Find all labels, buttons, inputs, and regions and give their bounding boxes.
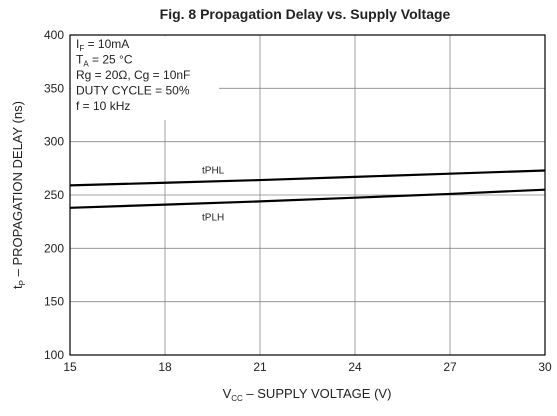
x-tick-label: 30 — [538, 360, 552, 374]
y-tick-label: 250 — [44, 188, 64, 202]
x-tick-label: 27 — [443, 360, 457, 374]
x-tick-label: 24 — [348, 360, 362, 374]
y-tick-label: 100 — [44, 348, 64, 362]
text-part: V — [223, 386, 232, 401]
y-tick-label: 150 — [44, 295, 64, 309]
line — [69, 169, 546, 187]
text-part: Rg = 20Ω, Cg = 10nF — [76, 68, 190, 82]
annotation: TA = 25 °C — [76, 53, 133, 69]
x-tick-label: 18 — [158, 360, 172, 374]
annotation: f = 10 kHz — [76, 99, 130, 113]
annotation: IF = 10mA — [76, 37, 129, 53]
text-part: – PROPAGATION DELAY (ns) — [10, 101, 25, 280]
x-tick-label: 15 — [63, 360, 77, 374]
x-axis-label: VCC – SUPPLY VOLTAGE (V) — [223, 386, 392, 403]
text-part: T — [76, 53, 84, 67]
text-part: t — [10, 285, 25, 289]
y-tick-label: 350 — [44, 81, 64, 95]
text-part: I — [76, 37, 79, 51]
annotation: Rg = 20Ω, Cg = 10nF — [76, 68, 190, 82]
annotation: DUTY CYCLE = 50% — [76, 84, 190, 98]
text-part: = 10mA — [84, 37, 129, 51]
y-tick-label: 300 — [44, 135, 64, 149]
text-part: DUTY CYCLE = 50% — [76, 84, 190, 98]
text-part: f = 10 kHz — [76, 99, 130, 113]
series-label: tPLH — [202, 213, 224, 224]
subscript: CC — [231, 394, 243, 403]
subscript: P — [18, 280, 27, 285]
series-label: tPHL — [202, 166, 225, 177]
text-part: – SUPPLY VOLTAGE (V) — [243, 386, 392, 401]
text-part: = 25 °C — [89, 53, 133, 67]
y-tick-label: 200 — [44, 241, 64, 255]
subscript: A — [83, 60, 89, 69]
subscript: F — [79, 44, 84, 53]
annotation-box — [71, 36, 219, 120]
y-axis-label: tP – PROPAGATION DELAY (ns) — [10, 101, 27, 289]
x-tick-label: 21 — [253, 360, 267, 374]
line — [69, 188, 546, 209]
y-tick-label: 400 — [44, 28, 64, 42]
chart-title: Fig. 8 Propagation Delay vs. Supply Volt… — [160, 6, 451, 22]
plot-frame — [69, 34, 546, 356]
